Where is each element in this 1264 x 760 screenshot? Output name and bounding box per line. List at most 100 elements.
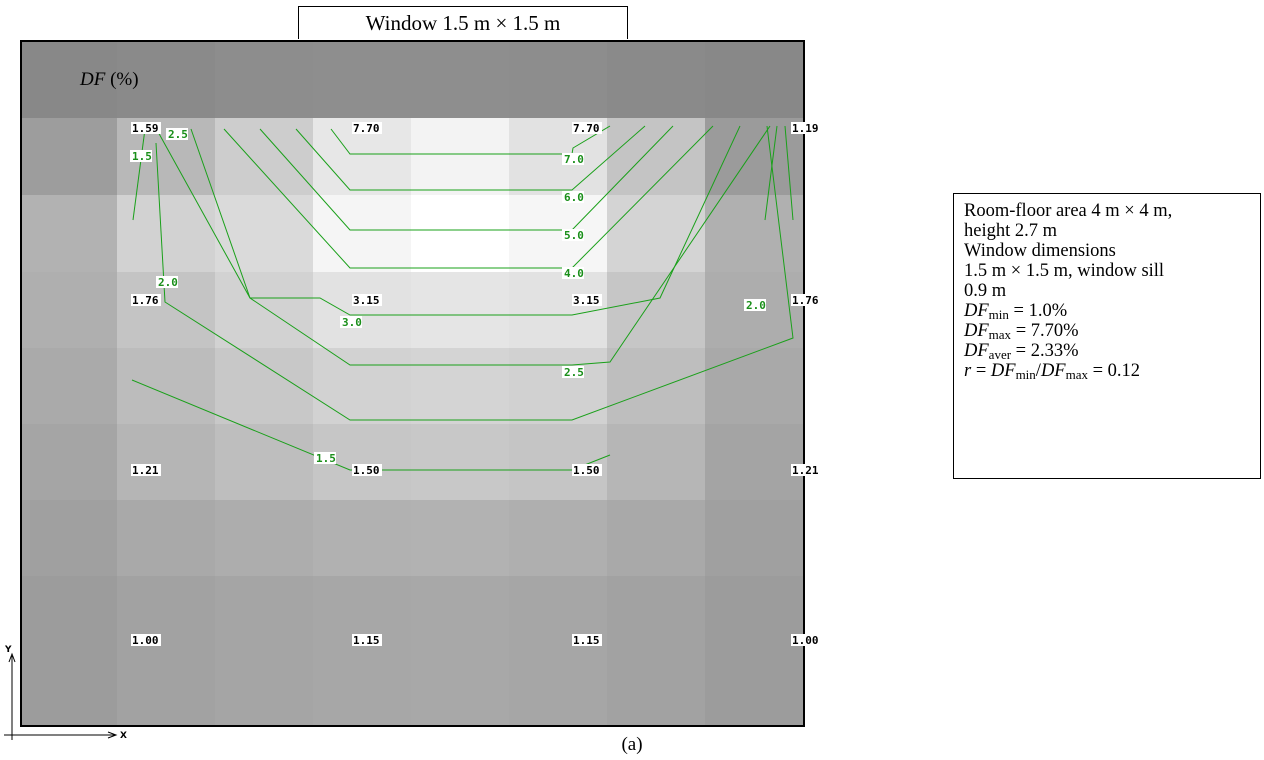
- shade-cell: [215, 272, 313, 348]
- figure-caption: (a): [621, 734, 643, 755]
- point-value-label: 3.15: [352, 294, 382, 307]
- df-label: DF (%): [79, 69, 139, 90]
- contour-label-2-0-right: 2.0: [744, 299, 766, 312]
- y-axis-label: Y: [4, 645, 12, 655]
- shade-cell: [117, 40, 215, 118]
- shade-cell: [117, 348, 215, 424]
- point-value-text: 1.76: [132, 294, 159, 307]
- point-value-label: 1.00: [791, 634, 820, 647]
- contour-label-7-0: 7.0: [562, 153, 584, 166]
- shade-cell: [215, 424, 313, 500]
- point-value-text: 1.00: [132, 634, 159, 647]
- info-window-sill: 0.9 m: [964, 281, 1007, 301]
- contour-6-0: [295, 125, 646, 191]
- point-value-label: 1.76: [791, 294, 820, 307]
- shade-cell: [607, 424, 705, 500]
- shade-cell: [607, 118, 705, 195]
- info-window-heading: Window dimensions: [964, 241, 1116, 261]
- axis-indicator: Y X: [4, 645, 127, 741]
- daylight-factor-plot: DF (%) 7.0 6.0 5.0 4.0 3.0 2.5 2.5 2.0 2…: [20, 40, 820, 727]
- shade-cell: [313, 500, 411, 576]
- shade-cell: [607, 195, 705, 272]
- shade-cell: [20, 40, 117, 118]
- svg-text:2.5: 2.5: [564, 366, 584, 379]
- shade-cell: [313, 195, 411, 272]
- shade-cell: [20, 348, 117, 424]
- y-axis-arrow: [8, 652, 16, 663]
- df-label-symbol: DF: [79, 69, 106, 90]
- svg-text:6.0: 6.0: [564, 191, 584, 204]
- info-df-max: DFmax = 7.70%: [964, 321, 1079, 342]
- shade-cell: [705, 424, 804, 500]
- shade-cell: [20, 118, 117, 195]
- info-height: height 2.7 m: [964, 221, 1058, 241]
- svg-text:1.5: 1.5: [316, 452, 336, 465]
- contour-1-5: [131, 379, 611, 471]
- point-value-text: 1.59: [132, 122, 159, 135]
- point-value-label: 1.00: [131, 634, 161, 647]
- shade-cell: [607, 348, 705, 424]
- point-value-label: 1.15: [572, 634, 602, 647]
- shade-cell: [313, 576, 411, 727]
- shade-cell: [215, 500, 313, 576]
- shade-cell: [117, 576, 215, 727]
- contour-label-1-5-top: 1.5: [130, 150, 152, 163]
- shade-cell: [215, 40, 313, 118]
- contour-5-0: [259, 125, 674, 231]
- shade-cell: [411, 348, 509, 424]
- point-value-label: 1.50: [352, 464, 382, 477]
- shade-cell: [411, 576, 509, 727]
- shade-cell: [509, 272, 607, 348]
- shade-cell: [509, 500, 607, 576]
- shade-cell: [313, 348, 411, 424]
- plot-border: [20, 40, 805, 727]
- contour-label-2-5-top: 2.5: [166, 128, 188, 141]
- df-label-unit: (%): [105, 69, 138, 90]
- contour-2-0: [155, 125, 794, 421]
- point-value-text: 3.15: [573, 294, 600, 307]
- shade-cell: [313, 272, 411, 348]
- point-value-text: 1.21: [792, 464, 819, 477]
- point-value-label: 7.70: [352, 122, 382, 135]
- x-axis-arrow: [107, 731, 118, 739]
- shade-cell: [117, 424, 215, 500]
- point-value-label: 3.15: [572, 294, 602, 307]
- info-window-size: 1.5 m × 1.5 m, window sill: [964, 261, 1165, 281]
- window-label: Window 1.5 m × 1.5 m: [298, 6, 628, 39]
- shade-cell: [411, 500, 509, 576]
- shade-cell: [411, 272, 509, 348]
- shade-cell: [117, 500, 215, 576]
- shade-cell: [215, 348, 313, 424]
- point-value-text: 1.15: [573, 634, 600, 647]
- contour-label-4-0: 4.0: [562, 267, 584, 280]
- point-value-label: 1.19: [791, 122, 820, 135]
- shade-cell: [411, 40, 509, 118]
- point-value-text: 3.15: [353, 294, 380, 307]
- shade-grid: [20, 40, 804, 727]
- point-value-text: 1.00: [792, 634, 819, 647]
- contour-label-1-5: 1.5: [314, 452, 336, 465]
- svg-text:2.5: 2.5: [168, 128, 188, 141]
- point-value-text: 1.50: [353, 464, 380, 477]
- svg-text:1.5: 1.5: [132, 150, 152, 163]
- contour-label-2-0-left: 2.0: [156, 276, 178, 289]
- point-value-label: 1.21: [131, 464, 161, 477]
- shade-cell: [607, 272, 705, 348]
- shade-cell: [215, 195, 313, 272]
- point-value-text: 1.21: [132, 464, 159, 477]
- shade-cell: [509, 195, 607, 272]
- shade-cell: [705, 348, 804, 424]
- shade-cell: [509, 40, 607, 118]
- point-value-label: 7.70: [572, 122, 602, 135]
- room-info-box: Room-floor area 4 m × 4 m, height 2.7 m …: [953, 193, 1261, 479]
- contour-2-0-right: [764, 125, 778, 221]
- shade-cell: [313, 40, 411, 118]
- shade-cell: [20, 500, 117, 576]
- shade-cell: [705, 195, 804, 272]
- contour-label-6-0: 6.0: [562, 191, 584, 204]
- shade-cell: [117, 195, 215, 272]
- contour-4-0: [223, 125, 714, 269]
- shade-cell: [705, 118, 804, 195]
- x-axis-label: X: [120, 731, 127, 741]
- shade-cell: [509, 424, 607, 500]
